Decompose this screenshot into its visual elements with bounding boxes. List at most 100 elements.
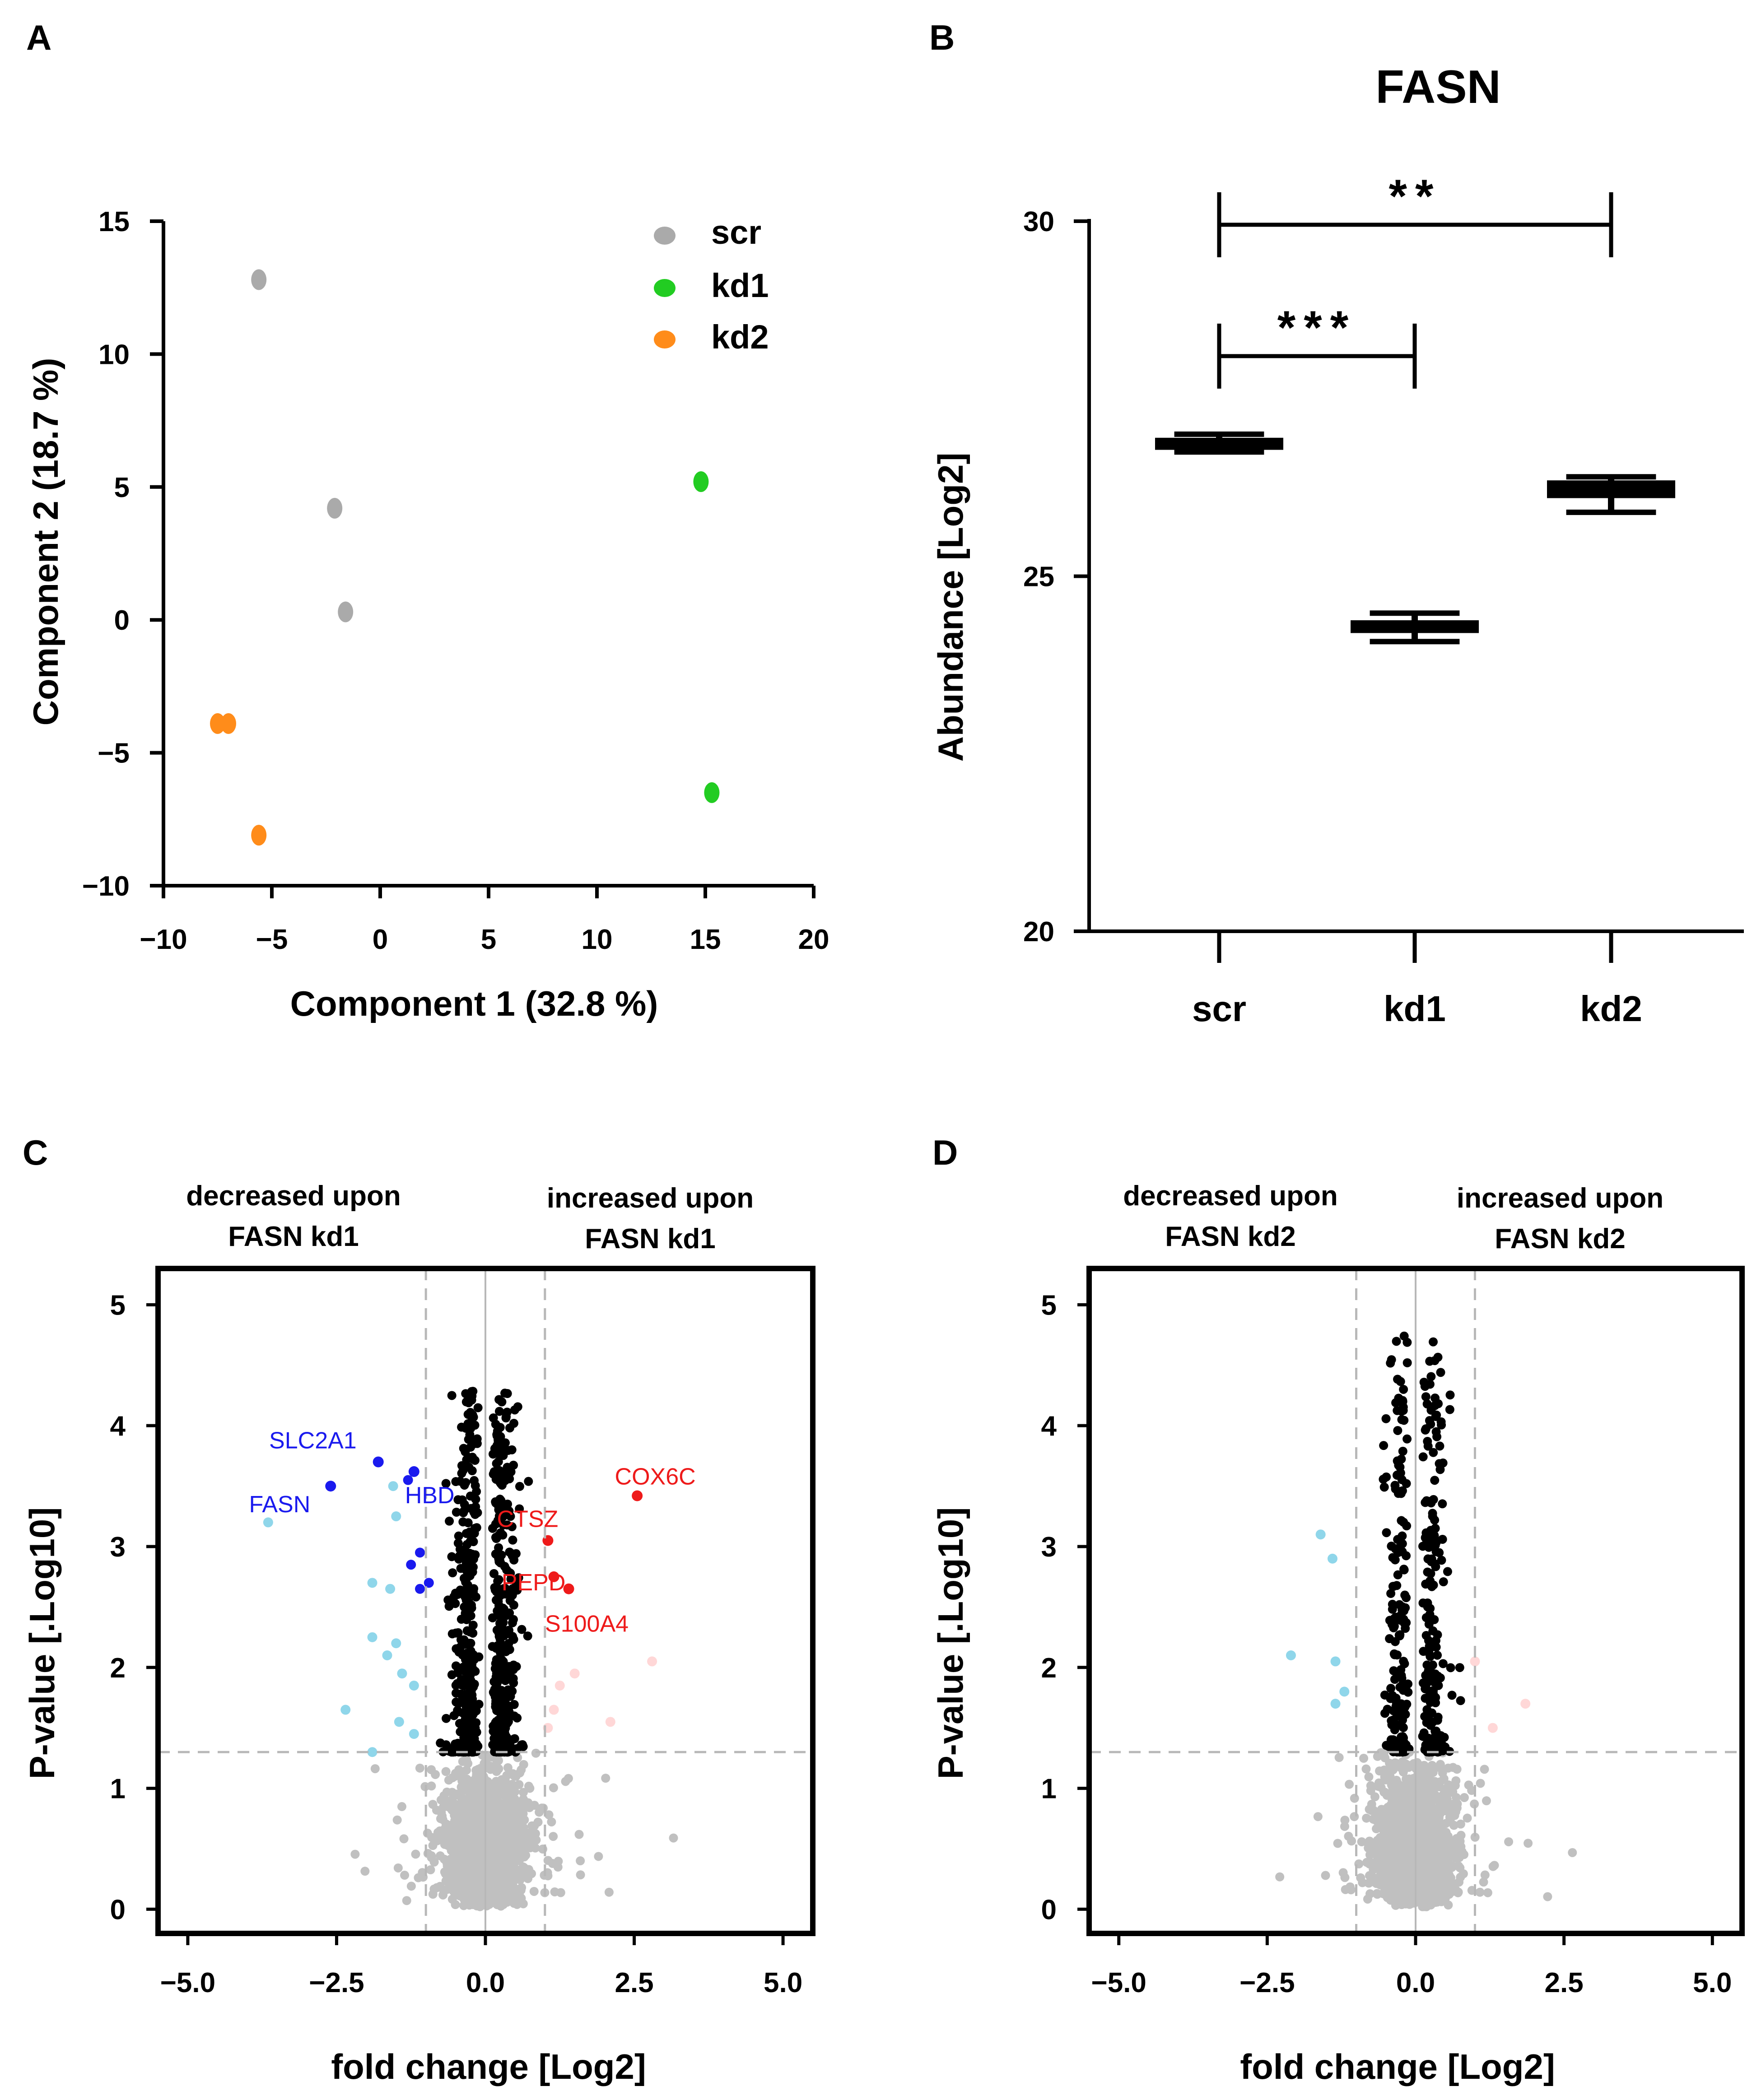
volcano-point-nonsignificant [561,1777,570,1786]
panel-b-box-kd2 [1547,474,1675,515]
volcano-point-nonsignificant [1470,1832,1480,1842]
volcano-point-nonsignificant [392,1815,402,1825]
volcano-point-significant [498,1670,508,1680]
volcano-point-nonsignificant [415,1763,424,1773]
volcano-point-nonsignificant [1358,1878,1367,1887]
volcano-point-nonsignificant [517,1827,526,1837]
volcano-point-significant [466,1589,475,1599]
volcano-point-significant [464,1435,473,1444]
volcano-point-nonsignificant [525,1784,535,1793]
volcano-point-significant [449,1711,459,1720]
volcano-point-nonsignificant [497,1788,506,1797]
volcano-point-nonsignificant [1444,1780,1453,1790]
volcano-point-nonsignificant [535,1807,544,1817]
volcano-point-nonsignificant [1334,1753,1344,1762]
volcano-point-down-light [367,1747,377,1757]
volcano-points [1275,1331,1577,1911]
volcano-point-significant [511,1549,521,1558]
volcano-point-nonsignificant [438,1890,448,1900]
volcano-point-nonsignificant [1475,1887,1485,1897]
volcano-point-significant [493,1691,503,1701]
volcano-point-significant [507,1589,517,1599]
volcano-point-nonsignificant [1435,1777,1445,1787]
volcano-point-significant [453,1495,463,1505]
volcano-point-significant [492,1644,501,1653]
volcano-point-nonsignificant [1479,1877,1488,1887]
panel-b-category-label-kd1: kd1 [1384,989,1446,1029]
volcano-point-significant [469,1554,478,1564]
volcano-point-nonsignificant [506,1891,516,1900]
volcano-point-significant [503,1463,512,1472]
volcano-point-significant [461,1478,471,1487]
volcano-point-nonsignificant [406,1882,416,1891]
volcano-point-nonsignificant [517,1883,527,1892]
volcano-point-nonsignificant [480,1892,489,1901]
volcano-point-significant [456,1727,465,1737]
volcano-gene-label-slc2a1: SLC2A1 [269,1428,357,1454]
volcano-point-down-light [409,1729,419,1739]
volcano-point-significant [499,1520,508,1530]
legend-label-kd2: kd2 [711,318,769,356]
volcano-point-nonsignificant [473,1849,482,1858]
volcano-point-nonsignificant [450,1826,459,1835]
volcano-point-nonsignificant [452,1864,462,1874]
volcano-point-nonsignificant [1445,1815,1455,1824]
panel-b-significance-stars: ** [1389,170,1442,223]
volcano-point-significant [473,1403,483,1412]
volcano-point-nonsignificant [503,1834,512,1844]
panel-a-point-scr [338,601,354,623]
volcano-gene-label-ctsz: CTSZ [497,1506,559,1533]
legend-label-scr: scr [711,214,761,251]
volcano-point-significant [468,1747,477,1756]
volcano-point-significant [468,1567,477,1577]
panel-a-x-tick-label: 15 [690,924,721,955]
volcano-point-significant [451,1599,460,1608]
panel-b-y-tick-label: 30 [1023,206,1054,237]
volcano-point-nonsignificant [1333,1839,1342,1848]
volcano-point-nonsignificant [491,1895,500,1905]
volcano-point-significant [458,1517,468,1527]
legend-marker-kd1 [654,279,676,297]
volcano-point-significant [488,1613,497,1622]
volcano-point-nonsignificant [550,1887,559,1896]
volcano-point-nonsignificant [451,1900,460,1910]
volcano-point-nonsignificant [494,1764,503,1774]
volcano-point-significant [466,1736,475,1745]
volcano-point-nonsignificant [509,1899,519,1908]
volcano-gene-label-cox6c: COX6C [615,1463,696,1490]
volcano-point-nonsignificant [493,1857,502,1866]
volcano-point-nonsignificant [517,1817,527,1826]
volcano-point-significant [513,1402,522,1412]
panel-letter-d: D [932,1133,958,1172]
panel-a-point-kd2 [221,713,236,734]
volcano-point-significant [500,1661,510,1671]
volcano-point-significant [448,1568,457,1578]
volcano-point-significant [509,1711,519,1721]
volcano-point-nonsignificant [515,1891,525,1901]
volcano-point-nonsignificant [1476,1779,1485,1788]
volcano-x-tick-label: −5.0 [160,1967,215,1998]
volcano-point-nonsignificant [1313,1812,1323,1821]
volcano-point-nonsignificant [1482,1796,1491,1806]
volcano-point-down-light [382,1650,392,1661]
volcano-point-significant [468,1664,478,1674]
volcano-point-nonsignificant [467,1791,477,1801]
volcano-point-nonsignificant [440,1833,450,1843]
volcano-point-nonsignificant [414,1873,423,1882]
panel-a-point-kd2 [210,713,225,734]
volcano-point-nonsignificant [429,1884,439,1894]
volcano-y-tick-label: 2 [110,1653,126,1684]
volcano-gene-label-s100a4: S100A4 [545,1611,629,1637]
volcano-y-tick-label: 1 [110,1774,126,1805]
volcano-point-down-light [388,1481,398,1491]
legend-marker-kd2 [654,330,676,348]
volcano-point-significant [515,1482,524,1491]
volcano-point-nonsignificant [446,1854,455,1864]
volcano-point-significant [491,1722,500,1731]
panel-a-x-tick-label: 10 [582,924,613,955]
volcano-point-s100a4 [563,1583,574,1594]
volcano-point-significant [447,1391,457,1400]
